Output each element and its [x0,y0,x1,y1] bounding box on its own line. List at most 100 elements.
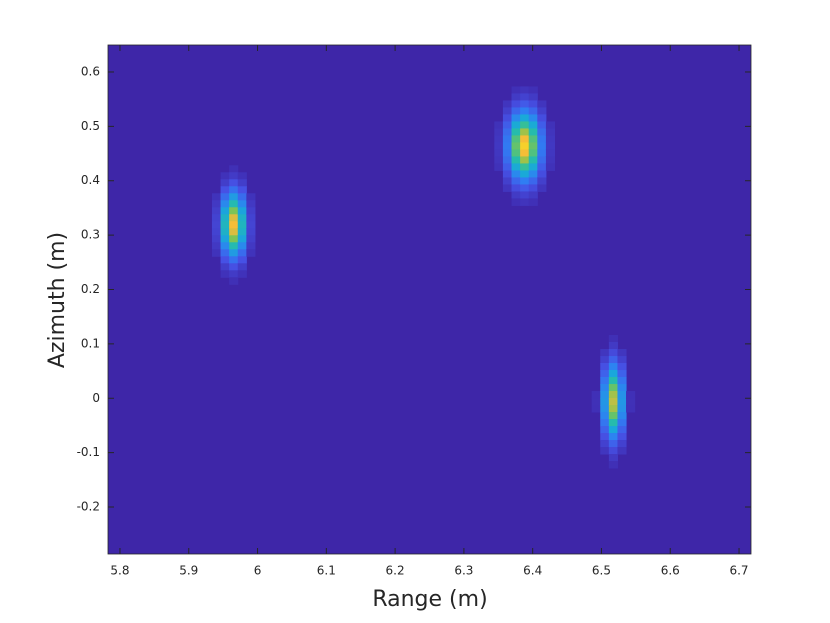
heat-cell [537,128,547,136]
heat-cell [511,149,521,157]
heat-cell [211,242,222,250]
y-tick-label: 0.5 [81,119,100,133]
heat-cell [494,156,504,164]
heat-cell [545,149,556,157]
heat-cell [211,193,222,201]
heat-cell [528,135,538,143]
heat-cell [237,242,247,250]
heat-cell [494,163,504,171]
heat-cell [220,207,230,215]
heat-cell [608,384,618,392]
heat-cell [528,170,538,178]
heat-cell [528,142,538,150]
heat-cell [600,426,610,434]
x-tick-label: 6.6 [661,564,680,578]
heat-cell [211,235,222,243]
heat-cell [600,377,610,385]
heat-cell [502,149,513,157]
heat-cell [591,405,601,413]
heat-cell [600,405,610,413]
heat-cell [608,398,618,406]
heat-cell [229,179,239,187]
heat-cell [520,163,530,171]
heat-cell [511,135,521,143]
heat-cell [528,86,538,94]
heat-cell [528,107,538,115]
heat-cell [608,363,618,371]
heat-cell [511,177,521,185]
heat-cell [600,384,610,392]
heat-cell [237,235,247,243]
heat-cell [520,170,530,178]
heat-cell [528,149,538,157]
heat-cell [600,370,610,378]
heat-cell [229,256,239,264]
heat-cell [617,391,627,399]
heat-cell [220,200,230,208]
heat-cell [237,200,247,208]
heat-cell [617,370,627,378]
x-axis-label: Range (m) [372,587,487,612]
heat-cell [528,114,538,122]
y-tick-label: 0.1 [81,336,100,350]
heat-cell [617,349,627,357]
heat-cell [246,193,256,201]
heat-cell [211,214,222,222]
heat-cell [511,128,521,136]
heat-cell [520,149,530,157]
heat-cell [237,256,247,264]
heat-cell [600,363,610,371]
heat-cell [617,447,627,455]
heat-cell [617,384,627,392]
x-tick-label: 6.2 [386,564,405,578]
heat-cell [520,93,530,101]
heat-cell [520,135,530,143]
heat-cell [617,363,627,371]
heat-cell [502,128,513,136]
heat-cell [600,349,610,357]
heat-cell [545,142,556,150]
heat-cell [494,142,504,150]
heat-cell [246,235,256,243]
heat-cell [520,86,530,94]
heat-cell [608,440,618,448]
y-tick-label: -0.1 [77,445,100,459]
heat-cell [511,86,521,94]
heat-cell [220,172,230,180]
heat-cell [502,107,513,115]
heat-cell [520,142,530,150]
x-tick-label: 5.8 [110,564,129,578]
heat-cell [600,440,610,448]
heat-cell [626,405,636,413]
heat-cell [608,349,618,357]
heat-cell [502,163,513,171]
y-tick-label: 0.6 [81,64,100,78]
heat-cell [608,419,618,427]
x-tick-label: 6.4 [523,564,542,578]
heat-cell [494,128,504,136]
heat-cell [608,342,618,350]
heat-cell [520,121,530,129]
heat-cell [237,263,247,271]
heat-cell [537,100,547,108]
heat-cell [608,461,618,469]
heat-cell [608,377,618,385]
heat-cell [528,163,538,171]
heat-cell [617,412,627,420]
heat-cell [237,186,247,194]
heat-cell [528,128,538,136]
heat-cell [537,163,547,171]
heat-cell [220,193,230,201]
heat-cell [528,177,538,185]
heat-cell [246,221,256,229]
heat-cell [520,100,530,108]
heat-cell [528,191,538,199]
heat-cell [229,242,239,250]
plot-background [108,45,751,554]
heat-cell [502,135,513,143]
heat-cell [237,249,247,257]
heat-cell [220,263,230,271]
heat-cell [229,228,239,236]
heat-cell [537,170,547,178]
heat-cell [237,214,247,222]
